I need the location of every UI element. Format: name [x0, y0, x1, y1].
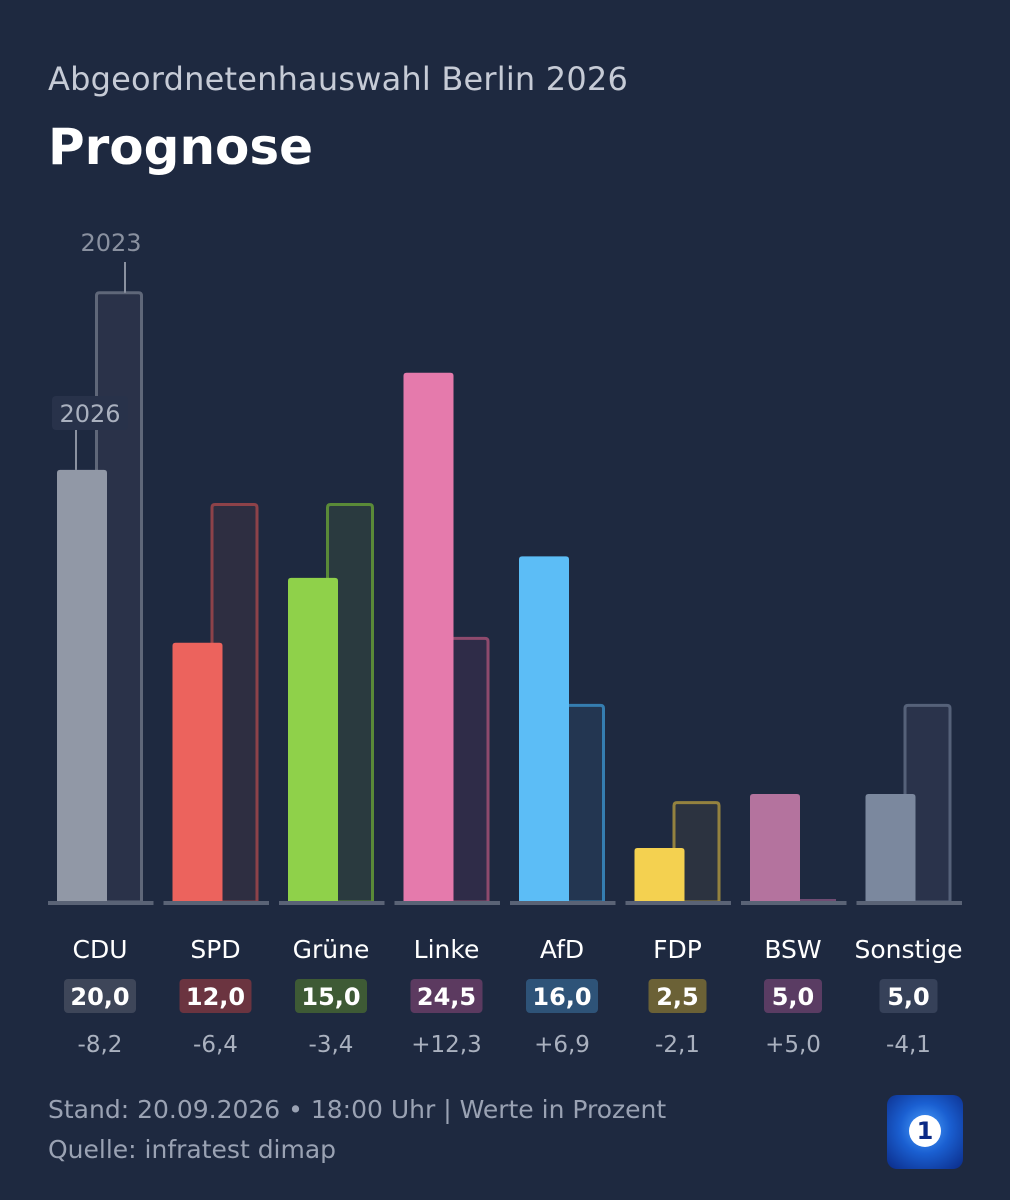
- diff-label-cdu: -8,2: [78, 1032, 123, 1058]
- bar-2023-fdp: [672, 801, 721, 904]
- annotation-label-2026: 2026: [59, 400, 120, 428]
- baseline-segment-spd: [163, 901, 269, 905]
- bar-2026-sonstige: [865, 793, 916, 902]
- annotation-label-2023: 2023: [80, 229, 141, 257]
- category-label-sonstige: Sonstige: [854, 935, 962, 964]
- baseline-segment-linke: [394, 901, 500, 905]
- chart-subtitle: Abgeordnetenhauswahl Berlin 2026: [48, 60, 629, 98]
- diff-label-fdp: -2,1: [655, 1032, 700, 1058]
- diff-label-bsw: +5,0: [765, 1032, 821, 1058]
- category-label-fdp: FDP: [653, 935, 702, 964]
- category-label-bsw: BSW: [764, 935, 821, 964]
- diff-label-gr-ne: -3,4: [309, 1032, 354, 1058]
- bar-2023-gr-ne: [326, 502, 374, 904]
- logo-glyph: 1: [909, 1115, 941, 1147]
- bar-2026-afd: [519, 556, 569, 902]
- value-badge-fdp: [648, 979, 707, 1013]
- bar-2023-spd: [210, 502, 259, 904]
- footer-source: Quelle: infratest dimap: [48, 1135, 337, 1164]
- diff-label-linke: +12,3: [411, 1032, 481, 1058]
- baseline-segment-fdp: [625, 901, 731, 905]
- baseline-segment-afd: [510, 901, 616, 905]
- bar-2026-cdu: [57, 469, 107, 902]
- diff-label-afd: +6,9: [534, 1032, 590, 1058]
- footer-stand: Stand: 20.09.2026 • 18:00 Uhr | Werte in…: [48, 1095, 667, 1124]
- value-badge-linke: [410, 979, 483, 1013]
- value-label-gr-ne: 15,0: [301, 983, 360, 1011]
- bar-2026-spd: [172, 642, 223, 902]
- bar-2023-sonstige: [903, 703, 952, 904]
- bar-2026-linke: [403, 372, 454, 902]
- value-label-fdp: 2,5: [656, 983, 699, 1011]
- baseline-segment-cdu: [48, 901, 154, 905]
- bar-chart: CDU 20,0 -8,2 SPD 12,0 -6,4 Grüne 15,0 -3,4 Linke…: [48, 229, 963, 1058]
- bar-2023-cdu: [95, 291, 143, 904]
- value-badge-bsw: [764, 979, 822, 1013]
- diff-label-spd: -6,4: [193, 1032, 238, 1058]
- value-badge-gr-ne: [295, 979, 367, 1013]
- category-label-linke: Linke: [414, 935, 480, 964]
- value-label-cdu: 20,0: [70, 983, 129, 1011]
- bar-2023-bsw: [788, 899, 836, 902]
- value-label-linke: 24,5: [417, 983, 476, 1011]
- value-badge-cdu: [64, 979, 136, 1013]
- baseline-segment-gr-ne: [279, 901, 385, 905]
- bar-2026-gr-ne: [288, 577, 338, 902]
- baseline-segment-sonstige: [856, 901, 962, 905]
- value-label-sonstige: 5,0: [887, 983, 930, 1011]
- value-badge-spd: [179, 979, 252, 1013]
- bar-2026-fdp: [634, 847, 685, 902]
- category-label-gr-ne: Grüne: [293, 935, 370, 964]
- category-label-cdu: CDU: [72, 935, 127, 964]
- tagesschau-logo-icon: 1: [887, 1095, 963, 1169]
- diff-label-sonstige: -4,1: [886, 1032, 931, 1058]
- bar-2026-bsw: [750, 793, 800, 902]
- baseline-segment-bsw: [741, 901, 847, 905]
- category-label-spd: SPD: [190, 935, 240, 964]
- value-badge-afd: [526, 979, 598, 1013]
- category-label-afd: AfD: [540, 935, 584, 964]
- chart-title: Prognose: [48, 118, 314, 176]
- annotation-box-2026: [52, 396, 128, 430]
- value-label-spd: 12,0: [186, 983, 245, 1011]
- value-badge-sonstige: [879, 979, 938, 1013]
- value-label-afd: 16,0: [532, 983, 591, 1011]
- value-label-bsw: 5,0: [772, 983, 815, 1011]
